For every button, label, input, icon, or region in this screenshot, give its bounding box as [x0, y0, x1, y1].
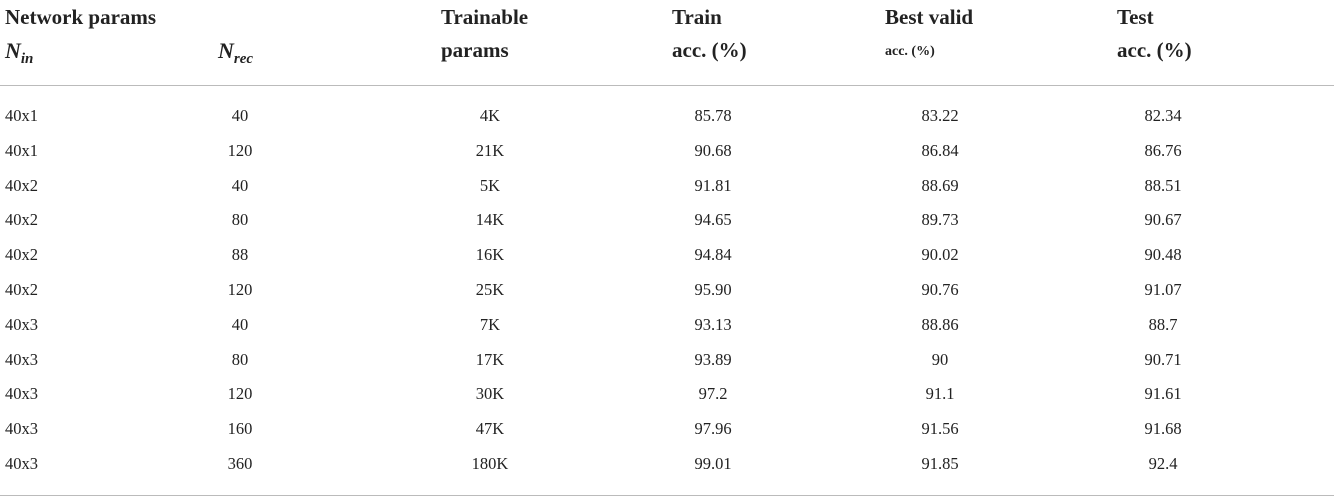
table-cell: 25K [475, 279, 505, 299]
bottom-rule [0, 495, 1334, 496]
table-cell: 21K [475, 140, 505, 160]
header-n-rec: Nrec [218, 40, 253, 67]
header-line: params [441, 38, 509, 62]
table-cell: 91.85 [921, 453, 959, 473]
table-cell: 94.65 [694, 210, 732, 230]
table-cell: 88 [231, 244, 249, 264]
symbol: N [5, 38, 21, 63]
table-cell: 360 [227, 453, 253, 473]
table-cell: 7K [479, 314, 501, 334]
header-line: Train [672, 5, 722, 29]
table-cell: 91.61 [1144, 384, 1182, 404]
table-cell: 91.81 [694, 175, 732, 195]
table-cell: 16K [475, 244, 505, 264]
table-cell: 40x3 [5, 384, 38, 404]
table-cell: 180K [471, 453, 509, 473]
symbol: N [218, 38, 234, 63]
header-line: acc. (%) [885, 44, 935, 59]
table-cell: 89.73 [921, 210, 959, 230]
table-cell: 40x2 [5, 279, 38, 299]
table-cell: 93.89 [694, 349, 732, 369]
header-rule [0, 85, 1334, 86]
header-line: acc. (%) [672, 38, 747, 62]
table-cell: 88.7 [1148, 314, 1178, 334]
header-line: Test [1117, 5, 1154, 29]
table-cell: 120 [227, 140, 253, 160]
table-cell: 5K [479, 175, 501, 195]
header-group: Network params [5, 5, 157, 29]
table-cell: 40x1 [5, 140, 38, 160]
table-cell: 91.1 [925, 384, 955, 404]
table-cell: 40x2 [5, 210, 38, 230]
table-cell: 82.34 [1144, 105, 1182, 125]
table-cell: 30K [475, 384, 505, 404]
table-cell: 40 [231, 105, 249, 125]
subscript: in [20, 51, 34, 67]
table-cell: 40x1 [5, 105, 38, 125]
table-cell: 86.84 [921, 140, 959, 160]
table-cell: 90.68 [694, 140, 732, 160]
header-line: acc. (%) [1117, 38, 1192, 62]
table-cell: 97.96 [694, 418, 732, 438]
table-cell: 120 [227, 384, 253, 404]
table-cell: 90 [931, 349, 949, 369]
table-cell: 88.86 [921, 314, 959, 334]
table-cell: 80 [231, 210, 249, 230]
table-cell: 40 [231, 314, 249, 334]
table-cell: 40x3 [5, 349, 38, 369]
subscript: rec [233, 51, 254, 67]
table-cell: 120 [227, 279, 253, 299]
table-cell: 95.90 [694, 279, 732, 299]
table-cell: 90.67 [1144, 210, 1182, 230]
table-cell: 40x2 [5, 175, 38, 195]
table-cell: 88.69 [921, 175, 959, 195]
table-cell: 40x2 [5, 244, 38, 264]
table-cell: 40x3 [5, 418, 38, 438]
table-cell: 160 [227, 418, 253, 438]
table-cell: 4K [479, 105, 501, 125]
table-cell: 93.13 [694, 314, 732, 334]
table-cell: 90.71 [1144, 349, 1182, 369]
table-cell: 47K [475, 418, 505, 438]
table-cell: 40 [231, 175, 249, 195]
header-line: Trainable [441, 5, 529, 29]
table-cell: 83.22 [921, 105, 959, 125]
table-cell: 92.4 [1148, 453, 1178, 473]
table-cell: 91.07 [1144, 279, 1182, 299]
table-cell: 17K [475, 349, 505, 369]
table-cell: 14K [475, 210, 505, 230]
table-cell: 80 [231, 349, 249, 369]
table-cell: 90.48 [1144, 244, 1182, 264]
table-cell: 88.51 [1144, 175, 1182, 195]
table-cell: 91.56 [921, 418, 959, 438]
table-cell: 90.76 [921, 279, 959, 299]
table-cell: 85.78 [694, 105, 732, 125]
header-line: Best valid [885, 5, 974, 29]
table-cell: 91.68 [1144, 418, 1182, 438]
table-cell: 40x3 [5, 453, 38, 473]
table-cell: 40x3 [5, 314, 38, 334]
table-cell: 97.2 [698, 384, 728, 404]
table-cell: 86.76 [1144, 140, 1182, 160]
header-n-in: Nin [5, 40, 33, 67]
table-cell: 94.84 [694, 244, 732, 264]
table-cell: 90.02 [921, 244, 959, 264]
table-cell: 99.01 [694, 453, 732, 473]
